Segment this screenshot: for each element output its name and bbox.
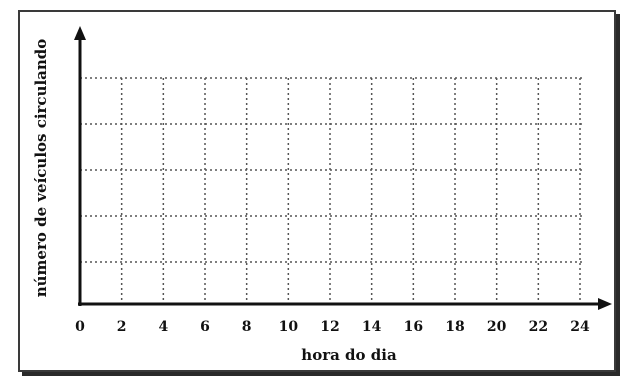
x-tick-label: 8 [242,319,252,335]
x-tick-label: 2 [117,319,127,335]
x-tick-labels: 0 2 4 6 8 10 12 14 16 18 20 22 24 [75,319,590,335]
x-tick-label: 12 [320,319,339,335]
x-tick-label: 16 [404,319,423,335]
x-tick-label: 4 [158,319,168,335]
x-axis-title: hora do dia [301,346,397,364]
x-tick-label: 20 [487,319,507,335]
x-tick-label: 6 [200,319,210,335]
grid [80,77,584,304]
axes [74,26,612,310]
x-tick-label: 10 [279,319,299,335]
x-axis-arrow [598,298,612,310]
x-tick-label: 18 [445,319,464,335]
y-axis-title: número de veículos circulando [32,39,50,298]
chart-frame [18,10,616,372]
x-tick-label: 0 [75,319,85,335]
y-axis-arrow [74,26,86,40]
x-tick-label: 24 [570,319,590,335]
x-tick-label: 14 [362,319,382,335]
x-tick-label: 22 [529,319,548,335]
